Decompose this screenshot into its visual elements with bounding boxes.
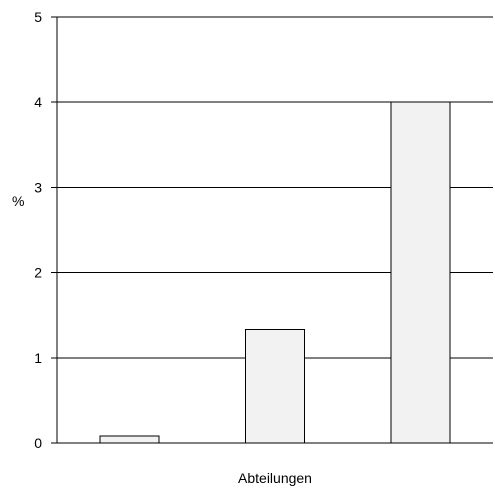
- y-tick-label: 4: [34, 94, 42, 110]
- axes: [56, 17, 493, 444]
- bar: [390, 101, 451, 444]
- y-tick-label: 0: [34, 435, 42, 451]
- y-tick-label: 5: [34, 9, 42, 25]
- y-tick-label: 1: [34, 350, 42, 366]
- bar: [245, 329, 305, 444]
- bar: [99, 435, 160, 444]
- y-tick-label: 2: [34, 265, 42, 281]
- y-axis-label: %: [12, 193, 24, 209]
- y-tick-label: 3: [34, 179, 42, 195]
- y-tick-labels: 0 1 2 3 4 5: [34, 9, 57, 451]
- bars: [99, 101, 451, 444]
- x-axis-label: Abteilungen: [238, 470, 312, 486]
